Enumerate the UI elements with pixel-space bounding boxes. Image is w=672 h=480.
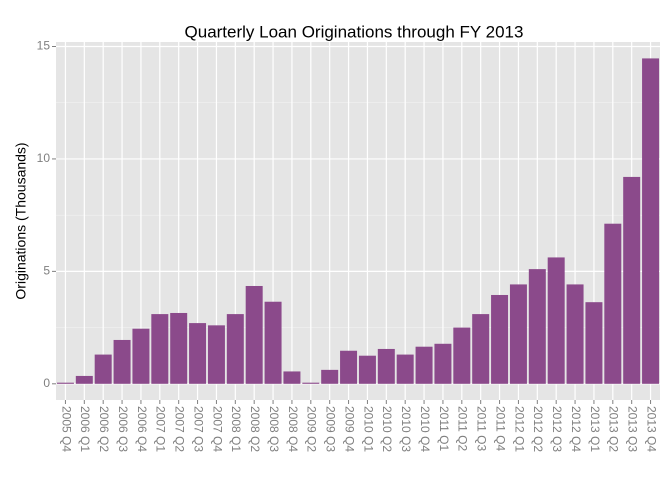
x-tick-label: 2006 Q3 bbox=[116, 406, 130, 452]
x-tick-label: 2013 Q1 bbox=[588, 406, 602, 452]
x-tick-label: 2006 Q4 bbox=[135, 406, 149, 452]
x-tick-label: 2010 Q1 bbox=[361, 406, 375, 452]
bar bbox=[377, 348, 395, 384]
bar bbox=[302, 382, 320, 384]
bar bbox=[472, 314, 490, 384]
x-tick-label: 2010 Q4 bbox=[418, 406, 432, 452]
x-tick-label: 2012 Q3 bbox=[550, 406, 564, 452]
x-tick-label: 2005 Q4 bbox=[59, 406, 73, 452]
bar bbox=[264, 301, 282, 384]
bar bbox=[642, 58, 660, 384]
bar bbox=[132, 328, 150, 384]
x-tick-label: 2008 Q2 bbox=[248, 406, 262, 452]
bar bbox=[189, 323, 207, 384]
bar bbox=[170, 312, 188, 384]
bar bbox=[207, 325, 225, 384]
x-tick-label: 2011 Q2 bbox=[456, 406, 470, 451]
x-tick-label: 2010 Q2 bbox=[380, 406, 394, 452]
x-tick-label: 2009 Q2 bbox=[305, 406, 319, 452]
x-tick-label: 2008 Q4 bbox=[286, 406, 300, 452]
x-tick-label: 2006 Q2 bbox=[97, 406, 111, 452]
y-axis-label: Originations (Thousands) bbox=[13, 142, 29, 299]
bar bbox=[415, 346, 433, 384]
bar bbox=[94, 354, 112, 384]
x-tick-label: 2006 Q1 bbox=[78, 406, 92, 452]
x-tick-label: 2007 Q2 bbox=[173, 406, 187, 452]
x-tick-label: 2009 Q3 bbox=[324, 406, 338, 452]
x-tick-label: 2007 Q4 bbox=[210, 406, 224, 452]
x-tick-label: 2007 Q3 bbox=[191, 406, 205, 452]
x-tick-label: 2013 Q2 bbox=[607, 406, 621, 452]
x-tick-label: 2011 Q4 bbox=[493, 406, 507, 451]
bar bbox=[151, 314, 169, 384]
x-tick-label: 2009 Q4 bbox=[342, 406, 356, 452]
bar bbox=[528, 269, 546, 384]
y-tick-label: 15 bbox=[37, 39, 51, 53]
bar bbox=[358, 355, 376, 384]
bar bbox=[226, 314, 244, 384]
bar bbox=[509, 284, 527, 384]
bar bbox=[75, 375, 93, 384]
x-tick-label: 2007 Q1 bbox=[154, 406, 168, 452]
x-tick-label: 2010 Q3 bbox=[399, 406, 413, 452]
x-tick-label: 2011 Q3 bbox=[475, 406, 489, 451]
bar bbox=[283, 371, 301, 384]
x-tick-label: 2011 Q1 bbox=[437, 406, 451, 451]
bar bbox=[547, 257, 565, 384]
bar bbox=[566, 284, 584, 384]
chart-title: Quarterly Loan Originations through FY 2… bbox=[185, 22, 524, 41]
y-tick-label: 0 bbox=[43, 376, 50, 390]
bar bbox=[453, 327, 471, 384]
bar bbox=[396, 354, 414, 384]
bar bbox=[491, 294, 509, 384]
bar bbox=[585, 302, 603, 384]
x-tick-label: 2012 Q2 bbox=[531, 406, 545, 452]
x-tick-label: 2013 Q3 bbox=[626, 406, 640, 452]
x-tick-label: 2012 Q1 bbox=[512, 406, 526, 452]
bar bbox=[245, 285, 263, 384]
y-tick-label: 5 bbox=[43, 264, 50, 278]
x-tick-label: 2013 Q4 bbox=[644, 406, 658, 452]
x-tick-label: 2008 Q1 bbox=[229, 406, 243, 452]
bar bbox=[321, 369, 339, 384]
bar bbox=[604, 223, 622, 384]
bar bbox=[434, 343, 452, 384]
bar bbox=[113, 339, 131, 384]
y-tick-label: 10 bbox=[37, 151, 51, 165]
bar bbox=[623, 176, 641, 384]
x-tick-label: 2008 Q3 bbox=[267, 406, 281, 452]
x-tick-label: 2012 Q4 bbox=[569, 406, 583, 452]
bar bbox=[56, 382, 74, 384]
bar bbox=[340, 350, 358, 384]
